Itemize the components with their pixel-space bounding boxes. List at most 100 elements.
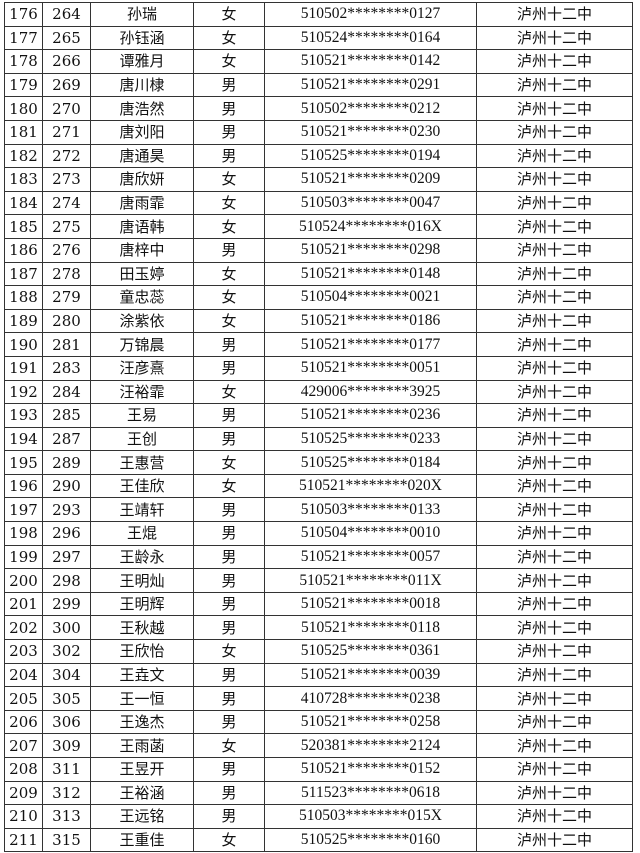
row-index-cell: 193 <box>4 403 43 428</box>
student-name-cell: 唐川棣 <box>90 72 194 98</box>
table-row: 194 287 王创男 510525********0233 泸州十二中 <box>4 426 633 452</box>
student-name-cell: 王明灿 <box>90 568 194 593</box>
row-index-cell: 189 <box>4 308 43 334</box>
gender-cell: 男 <box>193 332 265 357</box>
gender-cell: 男 <box>193 143 265 169</box>
row-index-cell: 188 <box>4 285 43 310</box>
row-index-cell: 180 <box>4 96 43 121</box>
id-number-cell: 510521********0230 <box>264 119 477 145</box>
id-number-cell: 510521********0258 <box>264 709 477 735</box>
table-row: 187 278 田玉婷女 510521********0148 泸州十二中 <box>4 261 633 287</box>
table-row: 195 289 王惠营女 510525********0184 泸州十二中 <box>4 450 633 475</box>
id-number-cell: 510521********0186 <box>264 308 477 334</box>
school-cell: 泸州十二中 <box>476 473 633 499</box>
school-cell: 泸州十二中 <box>476 285 633 310</box>
student-name-cell: 王靖轩 <box>90 497 194 523</box>
row-index-cell: 191 <box>4 355 43 381</box>
row-index-cell: 202 <box>4 615 43 641</box>
student-table: 176 264 孙瑞女 510502********0127 泸州十二中 177 265 孙钰… <box>4 2 633 853</box>
table-row: 179 269 唐川棣男 510521********0291 泸州十二中 <box>4 72 633 98</box>
school-cell: 泸州十二中 <box>476 497 633 523</box>
student-number-cell: 313 <box>42 804 91 829</box>
student-number-cell: 293 <box>42 497 91 523</box>
school-cell: 泸州十二中 <box>476 72 633 98</box>
row-index-cell: 190 <box>4 332 43 357</box>
table-row: 189 280 涂紫依女 510521********0186 泸州十二中 <box>4 308 633 334</box>
school-cell: 泸州十二中 <box>476 639 633 664</box>
table-row: 203 302 王欣怡女 510525********0361 泸州十二中 <box>4 639 633 664</box>
gender-cell: 女 <box>193 827 265 853</box>
gender-cell: 男 <box>193 686 265 711</box>
student-name-cell: 唐欣妍 <box>90 167 194 192</box>
table-row: 199 297 王龄永男 510521********0057 泸州十二中 <box>4 544 633 570</box>
row-index-cell: 207 <box>4 733 43 758</box>
student-number-cell: 275 <box>42 214 91 239</box>
gender-cell: 男 <box>193 615 265 641</box>
student-number-cell: 300 <box>42 615 91 641</box>
row-index-cell: 187 <box>4 261 43 287</box>
table-row: 184 274 唐雨霏女 510503********0047 泸州十二中 <box>4 190 633 216</box>
gender-cell: 男 <box>193 426 265 452</box>
student-name-cell: 谭雅月 <box>90 49 194 74</box>
id-number-cell: 510521********0298 <box>264 237 477 263</box>
gender-cell: 男 <box>193 497 265 523</box>
student-name-cell: 王秋越 <box>90 615 194 641</box>
school-cell: 泸州十二中 <box>476 544 633 570</box>
table-row: 211 315 王重佳女 510525********0160 泸州十二中 <box>4 827 633 853</box>
row-index-cell: 204 <box>4 662 43 688</box>
id-number-cell: 510525********0160 <box>264 827 477 853</box>
row-index-cell: 201 <box>4 591 43 617</box>
student-name-cell: 王重佳 <box>90 827 194 853</box>
student-name-cell: 王昱开 <box>90 757 194 782</box>
id-number-cell: 510502********0127 <box>264 2 477 27</box>
gender-cell: 男 <box>193 521 265 546</box>
table-row: 208 311 王昱开男 510521********0152 泸州十二中 <box>4 757 633 782</box>
student-name-cell: 童忠蕊 <box>90 285 194 310</box>
gender-cell: 男 <box>193 403 265 428</box>
school-cell: 泸州十二中 <box>476 780 633 806</box>
school-cell: 泸州十二中 <box>476 804 633 829</box>
row-index-cell: 208 <box>4 757 43 782</box>
row-index-cell: 196 <box>4 473 43 499</box>
table-row: 196 290 王佳欣女 510521********020X 泸州十二中 <box>4 473 633 499</box>
student-name-cell: 王垚文 <box>90 662 194 688</box>
school-cell: 泸州十二中 <box>476 332 633 357</box>
row-index-cell: 198 <box>4 521 43 546</box>
row-index-cell: 199 <box>4 544 43 570</box>
student-number-cell: 269 <box>42 72 91 98</box>
student-number-cell: 287 <box>42 426 91 452</box>
school-cell: 泸州十二中 <box>476 2 633 27</box>
id-number-cell: 510521********0209 <box>264 167 477 192</box>
gender-cell: 女 <box>193 733 265 758</box>
student-number-cell: 283 <box>42 355 91 381</box>
student-number-cell: 276 <box>42 237 91 263</box>
gender-cell: 女 <box>193 2 265 27</box>
id-number-cell: 510525********0361 <box>264 639 477 664</box>
id-number-cell: 510503********0047 <box>264 190 477 216</box>
student-number-cell: 264 <box>42 2 91 27</box>
student-number-cell: 279 <box>42 285 91 310</box>
id-number-cell: 510524********0164 <box>264 25 477 51</box>
school-cell: 泸州十二中 <box>476 308 633 334</box>
gender-cell: 女 <box>193 261 265 287</box>
id-number-cell: 510521********0051 <box>264 355 477 381</box>
row-index-cell: 176 <box>4 2 43 27</box>
student-number-cell: 298 <box>42 568 91 593</box>
school-cell: 泸州十二中 <box>476 709 633 735</box>
row-index-cell: 211 <box>4 827 43 853</box>
id-number-cell: 510521********0177 <box>264 332 477 357</box>
gender-cell: 女 <box>193 214 265 239</box>
student-number-cell: 312 <box>42 780 91 806</box>
student-number-cell: 274 <box>42 190 91 216</box>
row-index-cell: 205 <box>4 686 43 711</box>
school-cell: 泸州十二中 <box>476 827 633 853</box>
table-row: 201 299 王明辉男 510521********0018 泸州十二中 <box>4 591 633 617</box>
school-cell: 泸州十二中 <box>476 568 633 593</box>
id-number-cell: 510502********0212 <box>264 96 477 121</box>
id-number-cell: 429006********3925 <box>264 379 477 405</box>
gender-cell: 男 <box>193 662 265 688</box>
id-number-cell: 510525********0194 <box>264 143 477 169</box>
id-number-cell: 510524********016X <box>264 214 477 239</box>
student-name-cell: 汪裕霏 <box>90 379 194 405</box>
id-number-cell: 510521********0236 <box>264 403 477 428</box>
